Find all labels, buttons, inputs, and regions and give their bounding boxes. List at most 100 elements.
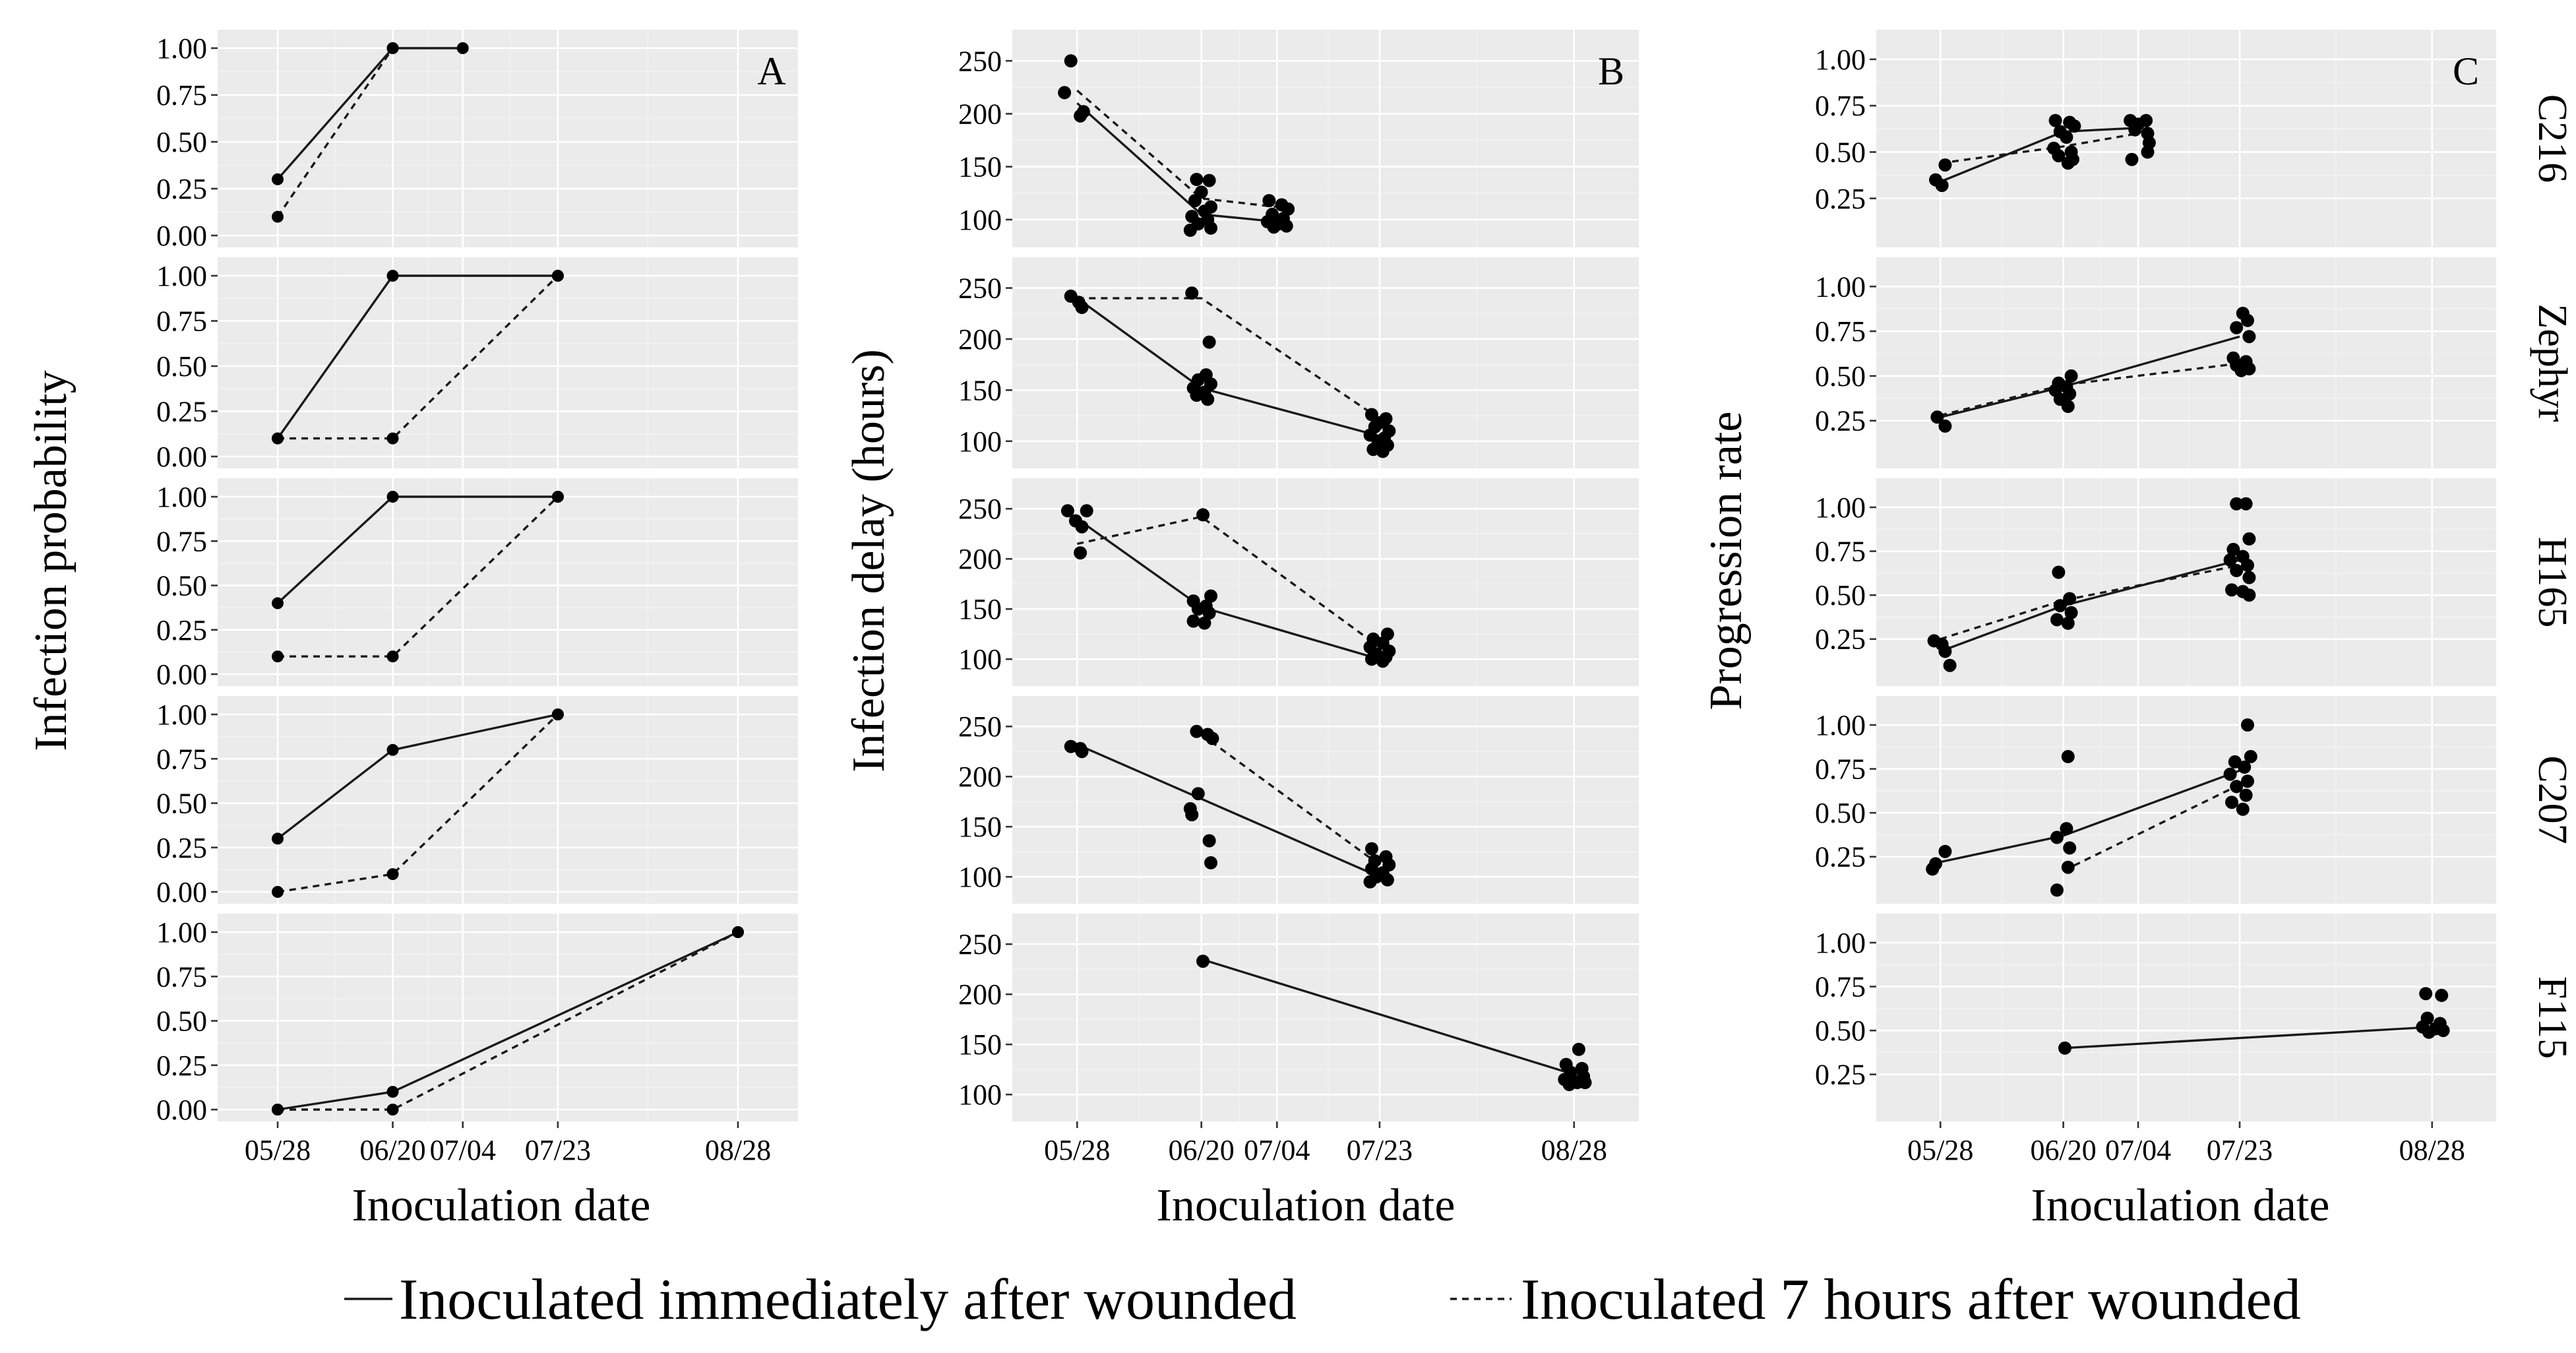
data-point [2241,558,2254,572]
data-point [2230,780,2244,794]
y-tick-label: 0.75 [156,525,207,557]
y-tick-label: 100 [958,425,1002,458]
data-point [1262,194,1276,208]
data-point [1191,787,1205,801]
y-tick-label: 0.25 [1815,623,1866,656]
y-tick-label: 0.50 [1815,797,1866,829]
y-tick-label: 0.75 [156,960,207,993]
data-point [1562,1078,1576,1091]
data-point [272,650,284,663]
data-point [2242,588,2256,602]
data-point [1380,873,1394,887]
data-point [1572,1042,1585,1056]
col-b-y-axis-title: Infection delay (hours) [843,349,894,772]
data-point [1930,410,1944,424]
data-point [2230,563,2244,577]
data-point [2230,497,2244,511]
data-point [1198,616,1211,630]
panel-background [1876,696,2496,904]
y-tick-label: 250 [958,710,1002,743]
data-point [1064,54,1078,68]
series-solid-line [2063,1026,2432,1050]
data-point [2063,841,2077,855]
x-tick-label: 07/04 [1244,1134,1310,1166]
data-point [1365,652,1378,666]
panel-background [218,30,798,247]
data-point [2236,802,2250,816]
series-solid-line [1076,743,1380,878]
data-point [551,491,564,503]
series-dashed-line [277,713,559,893]
data-point [1188,194,1202,208]
data-point [1202,335,1216,349]
data-point [272,1104,284,1116]
y-tick-label: 0.75 [156,305,207,338]
data-point [2419,987,2433,1001]
data-point [272,886,284,898]
data-point [1202,834,1216,848]
data-point [1190,173,1204,186]
data-point [1365,408,1378,422]
series-dashed-line [278,274,559,440]
y-tick-label: 250 [958,45,1002,77]
legend-dashed-label: Inoculated 7 hours after wounded [1521,1268,2301,1332]
col-b-x-axis-title: Inoculation date [1157,1180,1456,1231]
y-tick-label: 200 [958,978,1002,1011]
col-c-tag: C [2453,49,2479,93]
y-tick-label: 0.75 [156,743,207,775]
data-point [2061,156,2075,170]
y-tick-label: 150 [958,593,1002,625]
data-point [2064,369,2078,383]
x-tick-label: 08/28 [705,1134,771,1166]
data-point [2239,788,2253,802]
y-tick-label: 0.50 [156,126,207,158]
data-point [386,270,399,282]
panels-layer: 0.00 0.25 0.50 0.75 1.00 0.00 0.25 0.50 0.75 1.00… [156,30,2575,1166]
data-point [1938,645,1952,658]
data-point [1938,419,1952,433]
data-point [2058,1041,2071,1055]
strip-label-c216: C216 [2530,94,2575,183]
x-tick-label: 07/04 [430,1134,496,1166]
series-dashed-line [1077,297,1380,420]
y-tick-label: 200 [958,761,1002,793]
data-point [1202,606,1216,620]
data-point [1938,158,1952,172]
y-tick-label: 1.00 [1815,927,1866,959]
data-point [386,868,399,881]
x-tick-label: 05/28 [1044,1134,1110,1166]
y-tick-label: 1.00 [1815,491,1866,524]
data-point [2053,599,2067,613]
panel-background [1012,257,1639,468]
y-tick-label: 0.25 [156,173,207,205]
y-tick-label: 1.00 [156,260,207,292]
y-tick-label: 0.25 [156,614,207,646]
data-point [386,1104,399,1116]
y-tick-label: 1.00 [156,32,207,65]
data-point [1201,393,1215,406]
x-tick-label: 07/23 [525,1134,591,1166]
x-tick-label: 05/28 [1907,1134,1973,1166]
data-point [1204,221,1217,235]
data-point [1376,445,1390,458]
data-point [2242,532,2256,546]
facet-c-c216: 0.25 0.50 0.75 1.00 [1815,30,2496,247]
panel-background [1876,914,2496,1121]
y-tick-label: 0.00 [156,441,207,473]
data-point [386,42,399,54]
y-tick-label: 150 [958,374,1002,406]
y-tick-label: 0.50 [1815,360,1866,393]
data-point [2242,330,2256,344]
data-point [1376,654,1390,668]
panel-background [1012,696,1639,904]
x-tick-label: 07/23 [1347,1134,1413,1166]
facet-a-h165: 0.00 0.25 0.50 0.75 1.00 [156,478,798,691]
strip-label-f115: F115 [2530,976,2575,1059]
y-tick-label: 250 [958,928,1002,960]
y-tick-label: 0.50 [1815,579,1866,612]
y-tick-label: 150 [958,1028,1002,1061]
y-tick-label: 0.75 [1815,536,1866,568]
y-tick-label: 0.00 [156,220,207,252]
panel-background [1012,30,1639,247]
data-point [2435,988,2449,1002]
